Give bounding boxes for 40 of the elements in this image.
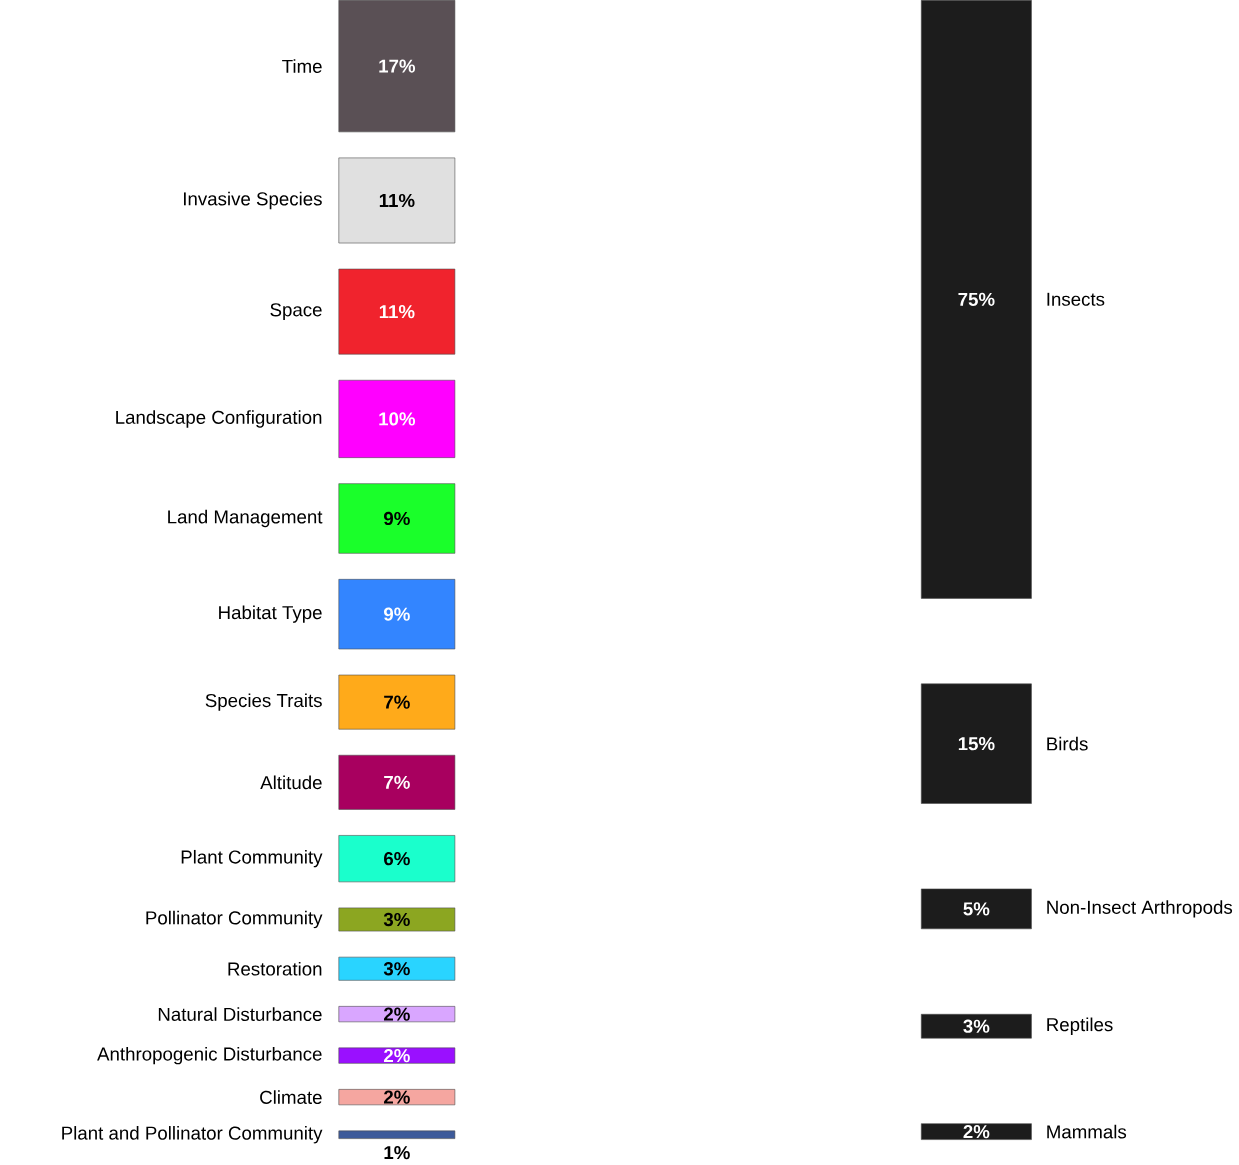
category-label: Invasive Species	[183, 191, 322, 209]
category-label: Natural Disturbance	[158, 1007, 322, 1021]
category-label: Time	[282, 59, 322, 73]
data-label: 5%	[963, 902, 990, 916]
data-label: 7%	[384, 775, 410, 789]
data-label: 3%	[383, 961, 410, 976]
data-label: 9%	[383, 607, 410, 621]
data-label: 2%	[963, 1124, 990, 1139]
category-label: Reptiles	[1047, 1017, 1113, 1035]
category-label: Mammals	[1047, 1124, 1127, 1139]
data-label: 11%	[379, 304, 415, 319]
data-label: 2%	[383, 1048, 410, 1063]
data-label: 2%	[383, 1007, 410, 1021]
category-label: Habitat Type	[219, 605, 322, 623]
data-label: 17%	[379, 59, 416, 73]
data-label: 3%	[963, 1019, 990, 1033]
data-label: 10%	[379, 412, 416, 426]
category-label: Landscape Configuration	[116, 410, 322, 428]
data-label: 75%	[958, 292, 995, 306]
data-label: 2%	[383, 1090, 410, 1104]
data-label: 9%	[383, 511, 410, 525]
category-label: Plant and Pollinator Community	[62, 1125, 323, 1144]
data-label: 15%	[958, 736, 995, 751]
category-label: Pollinator Community	[146, 910, 323, 928]
data-label: 11%	[379, 193, 415, 207]
data-label: 1%	[384, 1145, 410, 1159]
category-label: Restoration	[228, 961, 322, 976]
category-label: Climate	[260, 1090, 322, 1104]
category-label: Land Management	[168, 509, 323, 527]
data-label: 3%	[383, 912, 410, 926]
category-label: Plant Community	[181, 849, 323, 868]
category-label: Birds	[1047, 736, 1088, 751]
category-label: Non-Insect Arthropods	[1047, 899, 1233, 918]
data-label: 7%	[384, 695, 410, 709]
data-label: 6%	[384, 851, 410, 866]
category-label: Species Traits	[205, 693, 322, 711]
category-label: Altitude	[260, 775, 322, 789]
category-label: Anthropogenic Disturbance	[97, 1046, 322, 1065]
category-label: Insects	[1047, 292, 1105, 306]
category-label: Space	[270, 302, 322, 320]
